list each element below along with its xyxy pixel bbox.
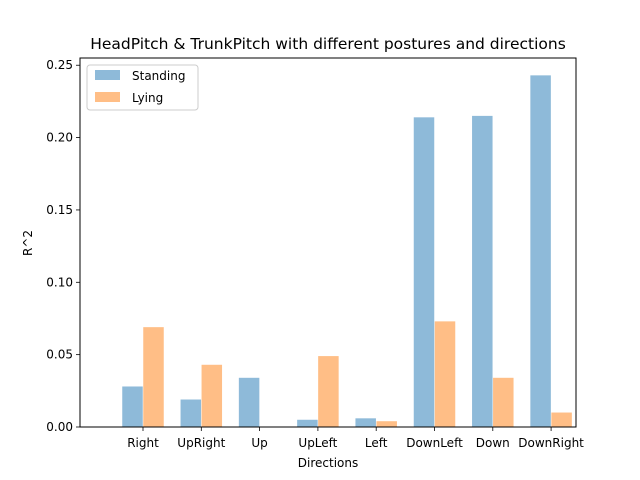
bar-standing-upleft bbox=[297, 419, 318, 427]
x-tick-label: Right bbox=[127, 436, 159, 450]
y-tick-label: 0.15 bbox=[46, 203, 73, 217]
x-axis: Right UpRight Up UpLeft Left DownLeft Down Down… bbox=[127, 427, 584, 450]
bar-standing-down bbox=[472, 115, 493, 427]
bar-lying-upright bbox=[201, 364, 223, 427]
legend-swatch-lying bbox=[95, 92, 120, 102]
plot-frame bbox=[79, 57, 577, 428]
x-tick-label: UpRight bbox=[177, 436, 225, 450]
y-tick-label: 0.05 bbox=[46, 348, 73, 362]
bar-standing-right bbox=[122, 386, 143, 427]
x-tick-label: DownRight bbox=[518, 436, 584, 450]
bar-standing-downright bbox=[530, 75, 551, 428]
chart-title: HeadPitch & TrunkPitch with different po… bbox=[90, 35, 566, 53]
x-tick-label: Left bbox=[365, 436, 388, 450]
bar-lying-right bbox=[143, 327, 164, 427]
legend-swatch-standing bbox=[95, 70, 120, 80]
y-tick-label: 0.10 bbox=[46, 275, 73, 289]
y-tick-label: 0.00 bbox=[46, 420, 73, 434]
bar-standing-up bbox=[238, 377, 260, 427]
bar-lying-upleft bbox=[318, 356, 339, 427]
bar-lying-left bbox=[376, 421, 397, 427]
y-axis-title: R^2 bbox=[21, 230, 35, 256]
y-tick-label: 0.20 bbox=[46, 131, 73, 145]
x-tick-label: Up bbox=[251, 436, 267, 450]
legend: Standing Lying bbox=[86, 64, 199, 111]
x-tick-label: Down bbox=[476, 436, 510, 450]
bar-lying-downleft bbox=[434, 321, 456, 427]
legend-label-lying: Lying bbox=[132, 91, 163, 105]
bar-lying-down bbox=[493, 377, 514, 427]
x-tick-label: UpLeft bbox=[298, 436, 337, 450]
legend-label-standing: Standing bbox=[132, 69, 185, 83]
bars-group bbox=[122, 75, 572, 428]
x-axis-title: Directions bbox=[298, 456, 358, 470]
y-tick-label: 0.25 bbox=[46, 58, 73, 72]
bar-lying-downright bbox=[551, 412, 572, 427]
bar-standing-left bbox=[355, 418, 376, 427]
bar-standing-upright bbox=[180, 399, 202, 427]
x-tick-label: DownLeft bbox=[406, 436, 463, 450]
bar-standing-downleft bbox=[413, 117, 435, 427]
y-axis: 0.00 0.05 0.10 0.15 0.20 0.25 bbox=[46, 58, 80, 434]
